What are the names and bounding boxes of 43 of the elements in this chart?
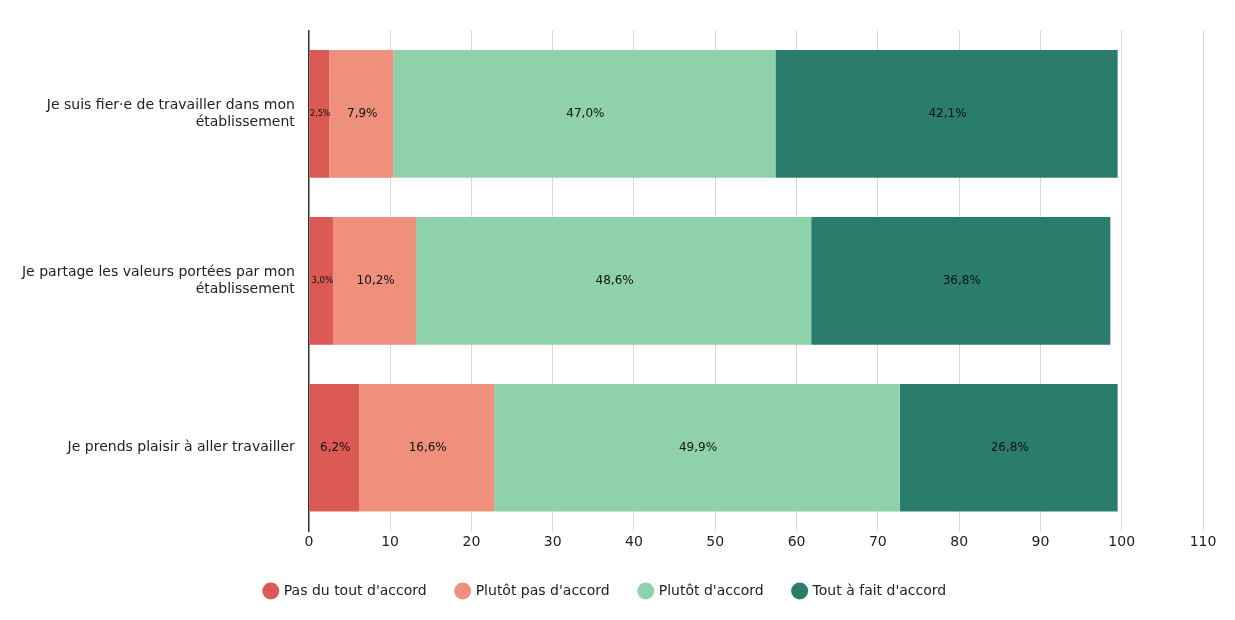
bar <box>775 50 1118 178</box>
x-tick-label: 60 <box>787 533 806 550</box>
x-tick-label: 0 <box>304 533 314 550</box>
bar <box>393 50 776 178</box>
x-tick-label: 70 <box>868 533 887 550</box>
bar <box>359 383 495 512</box>
legend-label: Plutôt d'accord <box>658 581 764 598</box>
data-label: 7,9% <box>347 105 378 120</box>
x-tick-label: 30 <box>543 533 562 550</box>
bar <box>329 50 394 178</box>
data-label: 26,8% <box>990 439 1029 454</box>
data-label: 2,5% <box>310 108 331 118</box>
legend-label: Plutôt pas d'accord <box>475 581 610 598</box>
bar <box>416 216 812 345</box>
x-tick-label: 100 <box>1108 533 1136 550</box>
bar <box>309 50 330 178</box>
x-tick-label: 10 <box>381 533 400 550</box>
data-label: 47,0% <box>566 105 605 120</box>
x-tick-label: 110 <box>1189 533 1217 550</box>
bar <box>309 216 334 345</box>
x-tick-label: 20 <box>462 533 481 550</box>
y-tick-label: Je suis fier·e de travailler dans mon établissement <box>45 96 296 129</box>
data-label: 6,2% <box>320 439 351 454</box>
bar <box>309 383 360 512</box>
data-label: 49,9% <box>678 439 718 454</box>
data-label: 3,0% <box>311 275 334 285</box>
bar <box>333 216 417 345</box>
legend-label: Tout à fait d'accord <box>811 581 947 598</box>
bar <box>494 383 900 512</box>
data-label: 48,6% <box>595 272 634 287</box>
bar <box>899 383 1118 512</box>
data-label: 16,6% <box>408 439 447 454</box>
x-tick-label: 90 <box>1031 533 1050 550</box>
y-tick-label: Je prends plaisir à aller travailler <box>66 438 296 455</box>
data-label: 42,1% <box>928 105 967 120</box>
x-tick-label: 40 <box>625 533 643 550</box>
bar <box>811 216 1111 345</box>
y-tick-label: Je partage les valeurs portées par mon établissement <box>20 263 296 296</box>
data-label: 36,8% <box>942 272 981 287</box>
data-label: 10,2% <box>356 272 395 287</box>
legend-label: Pas du tout d'accord <box>283 581 427 598</box>
x-tick-label: 50 <box>706 533 725 550</box>
x-tick-label: 80 <box>950 533 969 550</box>
